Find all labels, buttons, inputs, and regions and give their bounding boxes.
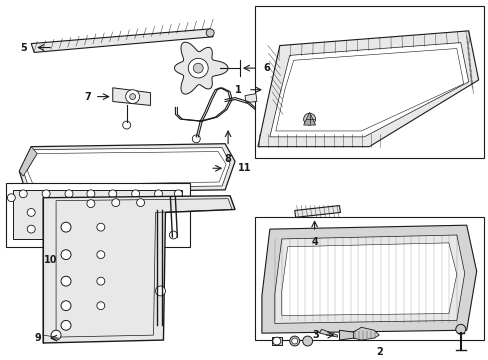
Polygon shape: [257, 31, 478, 147]
Circle shape: [61, 250, 71, 260]
Text: 4: 4: [310, 237, 317, 247]
Bar: [254, 217, 483, 340]
Circle shape: [193, 63, 203, 73]
Polygon shape: [303, 112, 315, 125]
Text: 2: 2: [375, 347, 382, 357]
Circle shape: [174, 190, 182, 198]
Polygon shape: [271, 337, 281, 345]
Polygon shape: [31, 29, 213, 53]
Circle shape: [192, 135, 200, 143]
Circle shape: [188, 58, 208, 78]
Circle shape: [61, 301, 71, 311]
Circle shape: [97, 223, 104, 231]
Circle shape: [136, 199, 144, 207]
Text: 6: 6: [263, 63, 269, 73]
Text: 3: 3: [312, 330, 319, 340]
Circle shape: [61, 320, 71, 330]
Polygon shape: [244, 94, 256, 103]
Text: 5: 5: [20, 42, 27, 53]
Circle shape: [169, 231, 177, 239]
Polygon shape: [23, 148, 230, 189]
Text: 10: 10: [44, 255, 58, 265]
Bar: [254, 6, 483, 158]
Polygon shape: [43, 196, 235, 343]
Text: 7: 7: [84, 91, 91, 102]
Circle shape: [272, 337, 280, 345]
Circle shape: [112, 199, 120, 207]
Bar: [6, 183, 190, 247]
Circle shape: [27, 225, 35, 233]
Polygon shape: [174, 42, 227, 94]
Text: 8: 8: [224, 153, 231, 163]
Circle shape: [65, 190, 73, 198]
Polygon shape: [269, 42, 468, 137]
Circle shape: [155, 286, 165, 296]
Circle shape: [97, 251, 104, 258]
Circle shape: [27, 208, 35, 216]
Polygon shape: [19, 144, 235, 193]
Polygon shape: [319, 329, 337, 337]
Polygon shape: [281, 243, 456, 315]
Circle shape: [97, 277, 104, 285]
Polygon shape: [353, 327, 379, 340]
Polygon shape: [262, 225, 476, 333]
Polygon shape: [294, 206, 340, 217]
Circle shape: [87, 190, 95, 198]
Circle shape: [122, 121, 130, 129]
Text: 11: 11: [238, 163, 251, 173]
Circle shape: [289, 336, 299, 346]
Circle shape: [7, 194, 15, 202]
Circle shape: [455, 324, 465, 334]
Polygon shape: [113, 88, 150, 105]
Circle shape: [206, 29, 214, 37]
Circle shape: [97, 302, 104, 310]
Circle shape: [131, 190, 139, 198]
Circle shape: [303, 113, 315, 125]
Circle shape: [129, 94, 135, 100]
Circle shape: [19, 190, 27, 198]
Text: 1: 1: [235, 85, 242, 95]
Text: 9: 9: [34, 333, 41, 343]
Polygon shape: [13, 190, 182, 239]
Circle shape: [61, 276, 71, 286]
Circle shape: [108, 190, 117, 198]
Circle shape: [291, 338, 297, 344]
Circle shape: [51, 330, 61, 340]
Circle shape: [125, 90, 139, 103]
Circle shape: [154, 190, 162, 198]
Circle shape: [87, 200, 95, 207]
Circle shape: [61, 222, 71, 232]
Circle shape: [302, 336, 312, 346]
Polygon shape: [19, 147, 37, 176]
Polygon shape: [339, 330, 354, 340]
Polygon shape: [274, 235, 464, 323]
Circle shape: [42, 190, 50, 198]
